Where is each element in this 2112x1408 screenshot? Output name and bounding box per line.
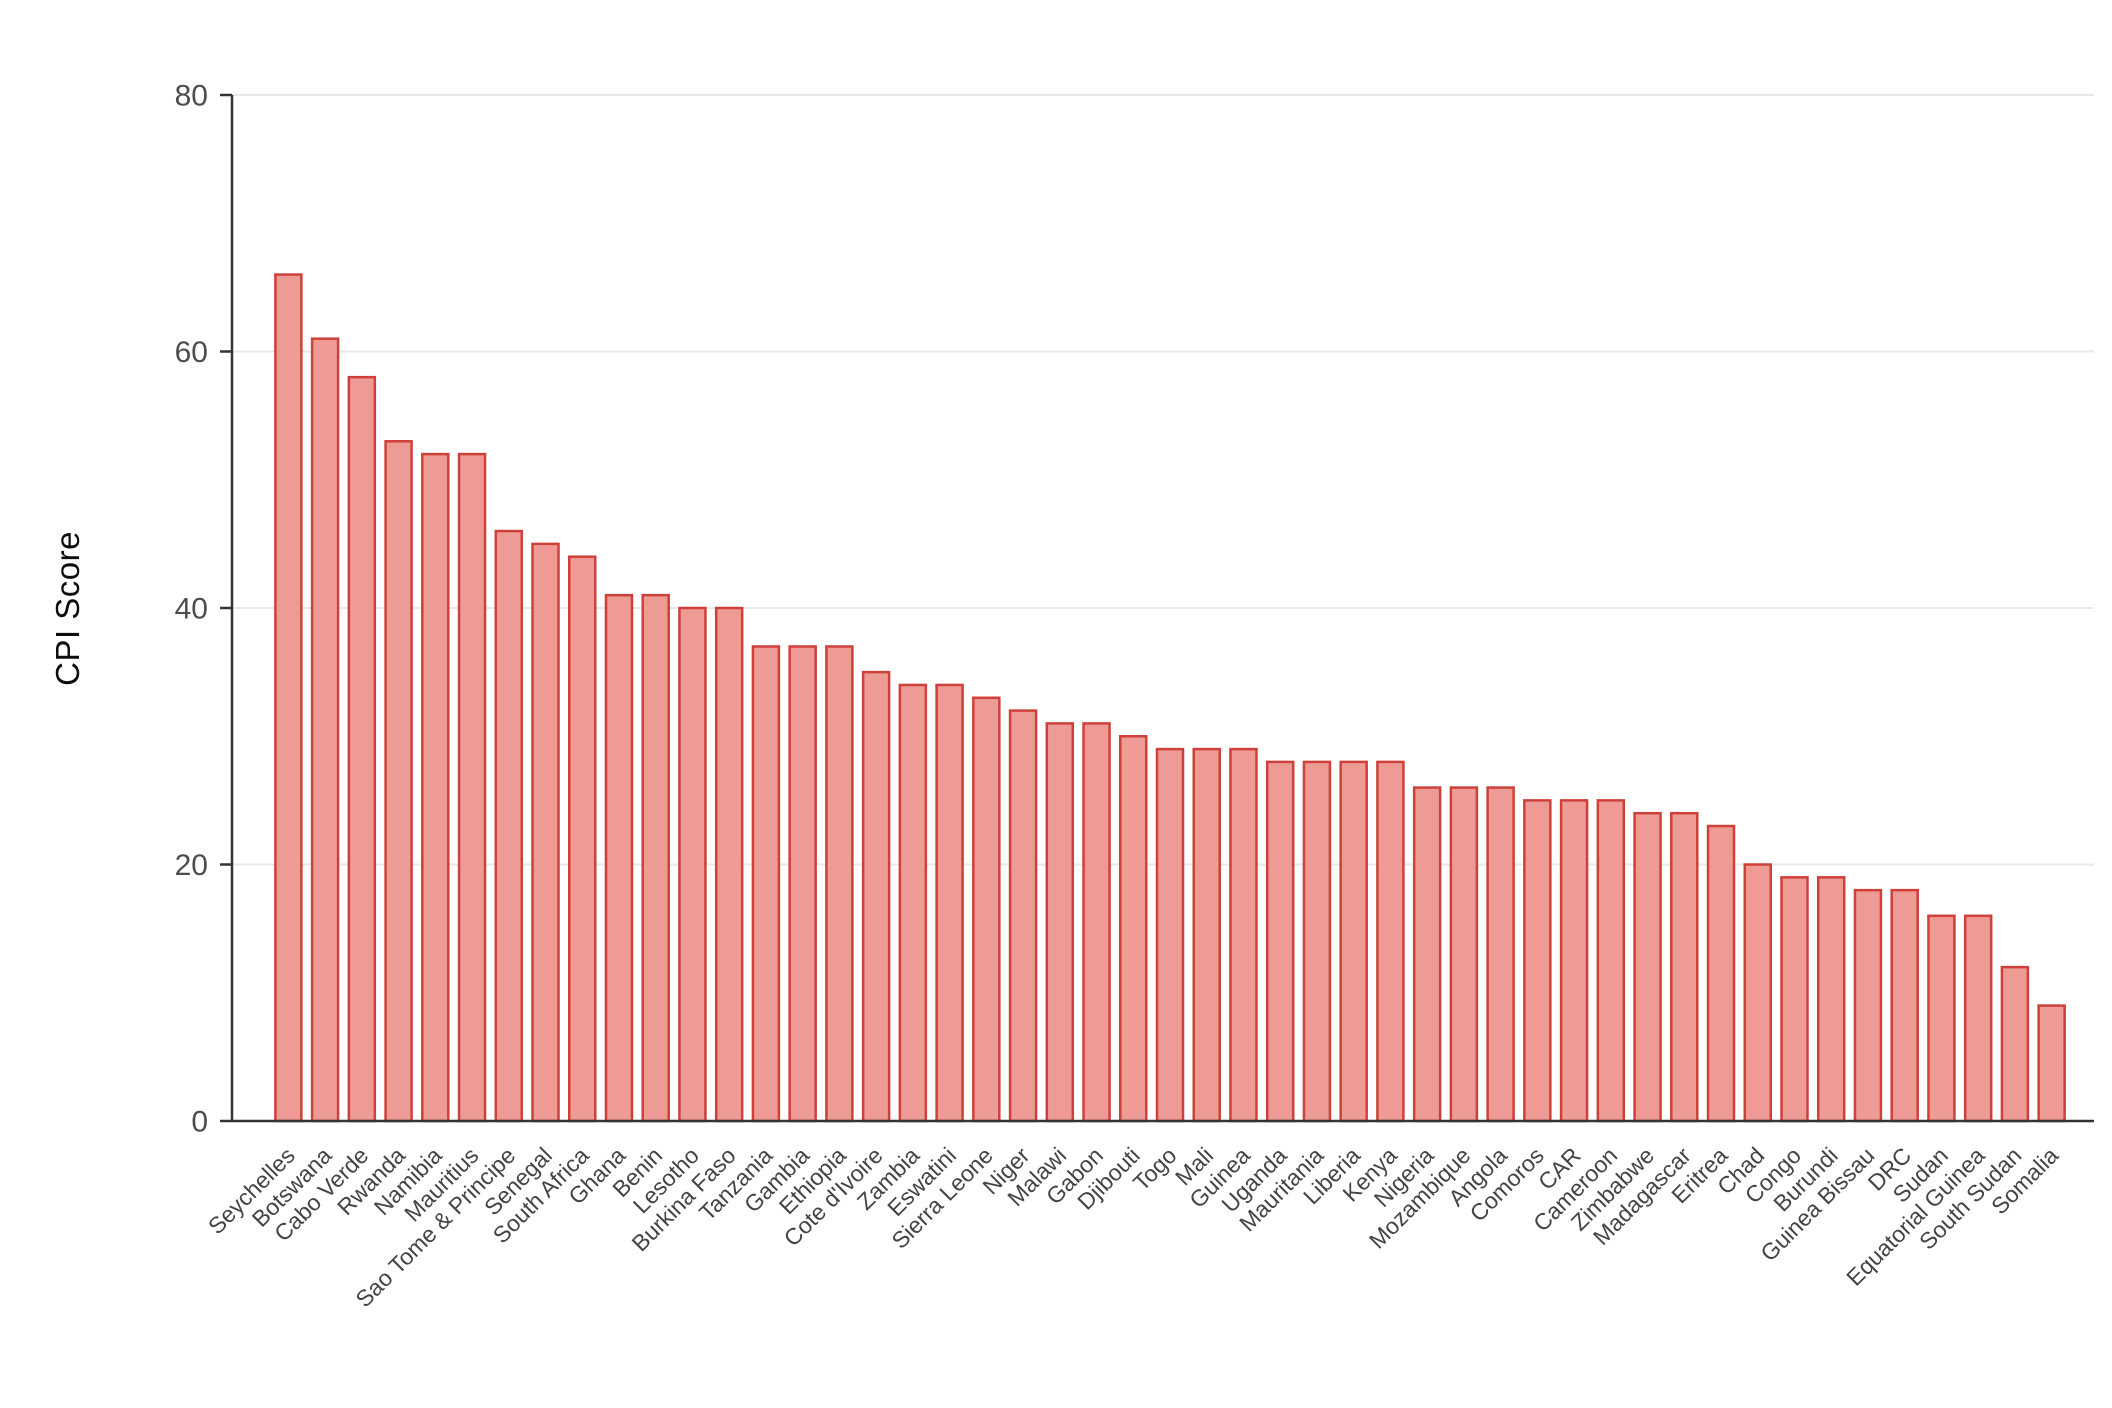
bar (1302, 760, 1332, 1123)
bar (1963, 914, 1993, 1123)
y-tick-label: 20 (175, 849, 208, 882)
bar (1559, 799, 1589, 1123)
bar (1927, 914, 1956, 1123)
bar (1339, 760, 1368, 1123)
bar (1155, 747, 1185, 1123)
bar (310, 337, 340, 1123)
y-tick-label: 0 (191, 1106, 208, 1139)
bar (1265, 760, 1295, 1123)
bar (1449, 786, 1479, 1123)
bar (494, 529, 524, 1123)
bar (1780, 876, 1809, 1123)
bar (1816, 876, 1846, 1123)
bar (1706, 824, 1736, 1123)
bar (347, 375, 377, 1123)
bar (1412, 786, 1442, 1123)
bar (641, 593, 670, 1123)
bar (1192, 747, 1221, 1123)
bar (1486, 786, 1515, 1123)
bar (457, 452, 487, 1123)
bar (1082, 722, 1111, 1123)
bar (1376, 760, 1405, 1123)
bar (384, 440, 413, 1123)
bar (567, 555, 597, 1123)
bar (1596, 799, 1626, 1123)
bar (421, 452, 450, 1123)
bar (898, 683, 928, 1123)
bar (1045, 722, 1075, 1123)
bar (678, 606, 707, 1123)
bar (1229, 747, 1258, 1123)
bar (531, 542, 560, 1123)
bar (1890, 888, 1919, 1123)
bar (935, 683, 964, 1123)
bar (1008, 709, 1038, 1123)
y-tick-label: 40 (175, 593, 208, 626)
bar (274, 273, 303, 1123)
bar (751, 645, 781, 1123)
bar (1523, 799, 1552, 1123)
bar (1743, 863, 1773, 1123)
bar (861, 670, 891, 1123)
bar (788, 645, 817, 1123)
y-tick-label: 60 (175, 336, 208, 369)
bar (972, 696, 1001, 1123)
bar (604, 593, 634, 1123)
bar (1119, 735, 1148, 1123)
bar (825, 645, 854, 1123)
bar (2000, 965, 2030, 1123)
y-tick-label: 80 (175, 80, 208, 113)
bar (1633, 811, 1662, 1123)
bar (714, 606, 744, 1123)
bar (2037, 1004, 2066, 1123)
bar (1670, 811, 1699, 1123)
bar (1853, 888, 1883, 1123)
